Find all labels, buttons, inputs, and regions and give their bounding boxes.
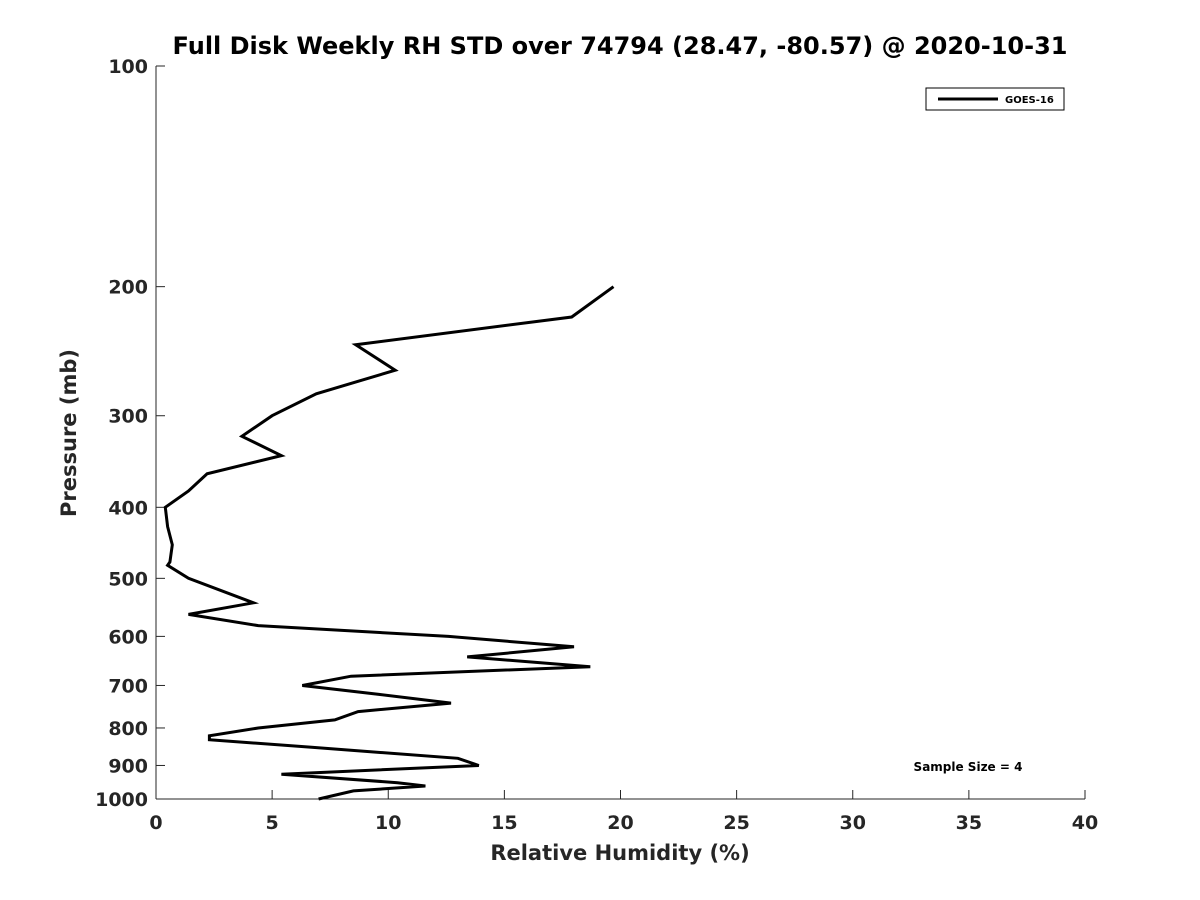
sample-size-annotation: Sample Size = 4: [914, 760, 1023, 774]
y-tick-label: 500: [108, 568, 148, 590]
x-tick-label: 40: [1072, 812, 1098, 834]
x-axis-label: Relative Humidity (%): [490, 841, 749, 865]
x-ticks: 0 5 10 15 20 25 30 35 40: [149, 790, 1098, 834]
y-tick-label: 700: [108, 675, 148, 697]
x-tick-label: 25: [723, 812, 749, 834]
y-tick-label: 200: [108, 277, 148, 299]
chart-title: Full Disk Weekly RH STD over 74794 (28.4…: [173, 32, 1068, 60]
y-tick-label: 800: [108, 718, 148, 740]
x-tick-label: 35: [956, 812, 982, 834]
x-tick-label: 10: [375, 812, 401, 834]
legend: GOES-16: [925, 87, 1065, 111]
y-ticks: 100 200 300 400 500 600 700 800 900 1000: [95, 56, 165, 811]
y-tick-label: 400: [108, 497, 148, 519]
x-tick-label: 30: [840, 812, 866, 834]
x-tick-label: 5: [266, 812, 279, 834]
y-tick-label: 100: [108, 56, 148, 78]
y-tick-label: 1000: [95, 789, 148, 811]
legend-label-goes-16: GOES-16: [1005, 95, 1054, 106]
y-tick-label: 600: [108, 626, 148, 648]
series-group: [163, 285, 615, 801]
y-tick-label: 300: [108, 406, 148, 428]
y-axis-label: Pressure (mb): [57, 349, 81, 517]
plot-area: 0 5 10 15 20 25 30 35 40 100 200 300 400 500 600 700 80…: [95, 56, 1098, 834]
series-line-goes-16: [163, 285, 615, 801]
x-tick-label: 20: [607, 812, 633, 834]
y-tick-label: 900: [108, 755, 148, 777]
x-tick-label: 0: [149, 812, 162, 834]
x-tick-label: 15: [491, 812, 517, 834]
